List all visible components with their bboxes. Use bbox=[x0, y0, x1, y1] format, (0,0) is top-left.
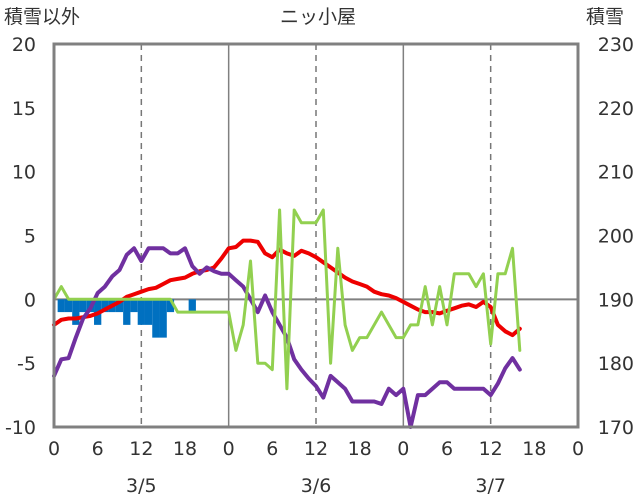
right-tick-label: 200 bbox=[598, 226, 634, 248]
x-tick-label: 0 bbox=[48, 438, 60, 460]
left-tick-label: 10 bbox=[12, 162, 36, 184]
bar bbox=[144, 299, 153, 325]
bar bbox=[137, 299, 145, 325]
right-tick-label: 220 bbox=[598, 98, 634, 120]
x-tick-label: 0 bbox=[572, 438, 584, 460]
right-tick-label: 210 bbox=[598, 162, 634, 184]
bar-layer bbox=[57, 299, 196, 338]
line-layer bbox=[52, 208, 522, 429]
day-label: 3/6 bbox=[301, 475, 332, 497]
x-tick-label: 18 bbox=[173, 438, 197, 460]
day-label: 3/5 bbox=[126, 475, 157, 497]
right-tick-label: 170 bbox=[598, 417, 634, 439]
left-tick-label: -10 bbox=[5, 417, 36, 439]
x-tick-label: 6 bbox=[266, 438, 278, 460]
bar bbox=[188, 299, 196, 313]
x-tick-label: 18 bbox=[348, 438, 372, 460]
bar bbox=[57, 299, 65, 313]
left-tick-label: 15 bbox=[12, 98, 36, 120]
x-tick-label: 6 bbox=[92, 438, 104, 460]
bar bbox=[72, 299, 80, 325]
x-tick-label: 12 bbox=[304, 438, 328, 460]
grid-layer bbox=[54, 44, 578, 427]
chart-title: ニッ小屋 bbox=[280, 6, 356, 28]
bar bbox=[79, 299, 87, 313]
right-tick-label: 230 bbox=[598, 34, 634, 56]
right-tick-label: 190 bbox=[598, 289, 634, 311]
left-tick-label: -5 bbox=[17, 353, 36, 375]
left-axis-label: 積雪以外 bbox=[4, 6, 80, 28]
day-label: 3/7 bbox=[475, 475, 506, 497]
bar bbox=[64, 299, 73, 313]
plot-frame bbox=[52, 42, 580, 429]
left-tick-label: 0 bbox=[24, 289, 36, 311]
x-tick-label: 6 bbox=[441, 438, 453, 460]
right-tick-label: 180 bbox=[598, 353, 634, 375]
bar bbox=[166, 299, 175, 313]
x-tick-label: 18 bbox=[522, 438, 546, 460]
bar bbox=[152, 299, 160, 338]
right-axis-label: 積雪 bbox=[586, 6, 624, 28]
bar bbox=[101, 299, 109, 313]
bar bbox=[159, 299, 167, 338]
bar bbox=[115, 299, 124, 313]
left-tick-label: 5 bbox=[24, 226, 36, 248]
x-tick-label: 0 bbox=[397, 438, 409, 460]
series-line bbox=[52, 208, 522, 391]
x-tick-label: 12 bbox=[129, 438, 153, 460]
bar bbox=[130, 299, 138, 313]
x-tick-label: 12 bbox=[479, 438, 503, 460]
series-line bbox=[52, 238, 522, 338]
bar bbox=[123, 299, 131, 325]
x-tick-label: 0 bbox=[223, 438, 235, 460]
left-tick-label: 20 bbox=[12, 34, 36, 56]
series-line bbox=[52, 246, 522, 429]
